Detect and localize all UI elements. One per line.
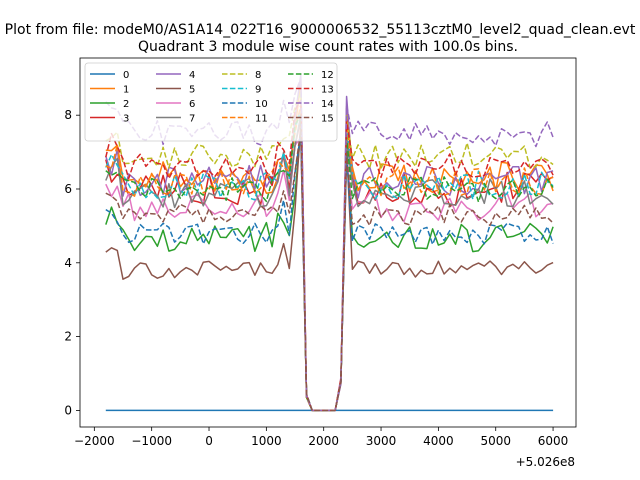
y-tick-label: 4	[64, 256, 72, 270]
x-tick-label: 1000	[251, 434, 282, 448]
x-axis-offset-label: +5.026e8	[516, 455, 575, 469]
series-line-11	[105, 103, 554, 412]
legend-label-5: 5	[189, 85, 195, 96]
series-line-15	[105, 129, 554, 412]
x-tick-label: 6000	[538, 434, 569, 448]
legend-label-15: 15	[321, 114, 334, 125]
legend-box	[84, 62, 338, 142]
y-tick-label: 6	[64, 182, 72, 196]
legend-label-12: 12	[321, 70, 334, 81]
legend-label-1: 1	[123, 85, 129, 96]
x-tick-label: 3000	[366, 434, 397, 448]
legend-label-10: 10	[255, 99, 268, 110]
series-line-7	[105, 114, 554, 412]
y-tick-label: 8	[64, 108, 72, 122]
axes-frame	[79, 57, 577, 428]
legend-label-0: 0	[123, 70, 129, 81]
chart-title: Quadrant 3 module wise count rates with …	[138, 39, 518, 55]
y-tick-label: 2	[64, 330, 72, 344]
series-line-13	[105, 99, 554, 412]
legend-label-3: 3	[123, 114, 129, 125]
x-tick-label: 0	[205, 434, 213, 448]
y-tick-label: 0	[64, 403, 72, 417]
legend-label-6: 6	[189, 99, 195, 110]
series-line-9	[105, 107, 554, 412]
series-line-12	[105, 114, 554, 412]
legend-label-4: 4	[189, 70, 195, 81]
legend-label-9: 9	[255, 85, 261, 96]
legend-label-8: 8	[255, 70, 261, 81]
x-tick-label: 2000	[308, 434, 339, 448]
x-tick-label: −1000	[131, 434, 172, 448]
x-tick-label: 4000	[423, 434, 454, 448]
legend-label-13: 13	[321, 85, 334, 96]
legend-label-2: 2	[123, 99, 129, 110]
legend-label-14: 14	[321, 99, 334, 110]
x-tick-label: 5000	[480, 434, 511, 448]
x-tick-label: −2000	[74, 434, 115, 448]
figure-suptitle: Plot from file: modeM0/AS1A14_022T16_900…	[5, 22, 636, 38]
legend-label-7: 7	[189, 114, 195, 125]
series-line-5	[105, 121, 554, 412]
legend-label-11: 11	[255, 114, 268, 125]
